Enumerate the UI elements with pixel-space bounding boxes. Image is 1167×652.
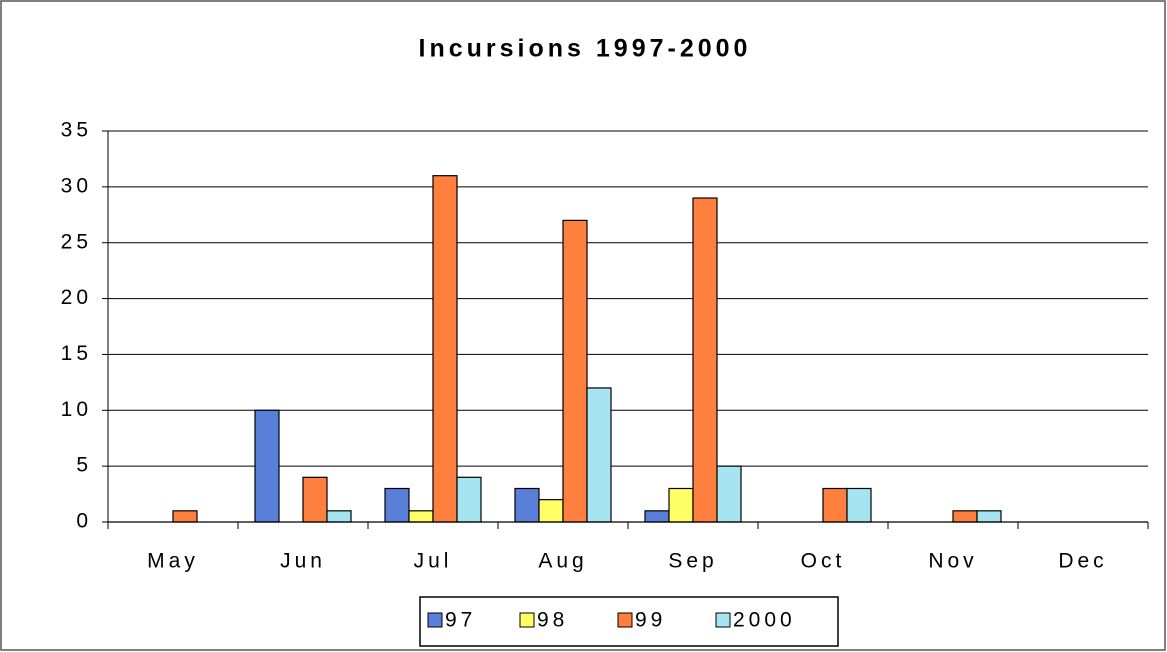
bar xyxy=(668,487,694,523)
bar xyxy=(326,510,352,523)
bar xyxy=(302,476,328,523)
bar xyxy=(586,387,612,523)
x-tick-label: Sep xyxy=(668,550,717,573)
bar xyxy=(644,510,670,523)
legend-swatch xyxy=(715,612,731,628)
legend-swatch xyxy=(617,612,633,628)
bar xyxy=(254,409,280,523)
x-tick-label: Jun xyxy=(280,550,326,573)
bar xyxy=(456,476,482,523)
legend-label: 2000 xyxy=(733,609,796,632)
y-tick-label: 5 xyxy=(76,454,92,477)
bar xyxy=(692,197,718,523)
x-tick-label: Oct xyxy=(801,550,846,573)
bar xyxy=(562,219,588,523)
legend-label: 99 xyxy=(635,609,666,632)
y-tick-label: 30 xyxy=(61,174,92,197)
x-tick-label: Dec xyxy=(1058,550,1107,573)
y-tick-label: 0 xyxy=(76,510,92,533)
legend-swatch xyxy=(519,612,535,628)
legend-label: 98 xyxy=(537,609,568,632)
y-tick-label: 10 xyxy=(61,398,92,421)
x-tick-label: May xyxy=(147,550,199,573)
bar xyxy=(538,499,564,523)
bar xyxy=(408,510,434,523)
bar xyxy=(846,487,872,523)
y-tick-label: 35 xyxy=(61,119,92,142)
bar xyxy=(822,487,848,523)
bar xyxy=(384,487,410,523)
legend-swatch xyxy=(427,612,443,628)
x-tick-label: Aug xyxy=(538,550,587,573)
bar xyxy=(432,175,458,523)
legend-label: 97 xyxy=(445,609,476,632)
y-tick-label: 25 xyxy=(61,230,92,253)
bar xyxy=(976,510,1002,523)
bar xyxy=(952,510,978,523)
bar xyxy=(514,487,540,523)
x-tick-label: Nov xyxy=(928,550,977,573)
bar xyxy=(716,465,742,523)
x-tick-label: Jul xyxy=(414,550,453,573)
y-tick-label: 20 xyxy=(61,286,92,309)
bar xyxy=(172,510,198,523)
chart-title: Incursions 1997-2000 xyxy=(419,35,752,63)
y-tick-label: 15 xyxy=(61,342,92,365)
